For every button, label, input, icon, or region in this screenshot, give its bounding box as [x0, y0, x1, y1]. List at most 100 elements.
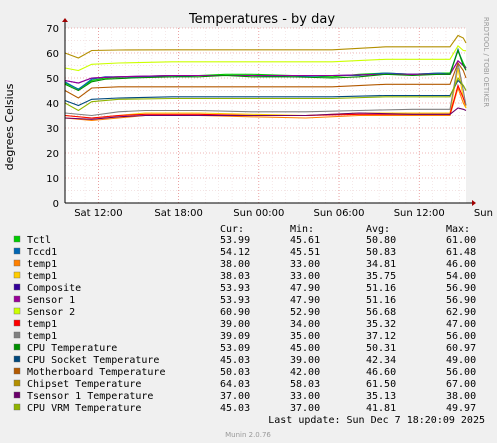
legend-value: 46.60	[366, 367, 396, 378]
legend-header: Cur:	[220, 224, 244, 235]
legend-value: 64.03	[220, 379, 250, 390]
series-line-3	[64, 86, 467, 122]
legend-value: 58.03	[290, 379, 320, 390]
legend-series-name: Tccd1	[27, 247, 57, 258]
legend-series-name: Tsensor 1 Temperature	[27, 391, 153, 402]
legend-value: 34.81	[366, 259, 396, 270]
legend-swatch	[13, 331, 21, 339]
y-tick-label: 0	[53, 199, 59, 210]
legend-value: 45.03	[220, 403, 250, 414]
legend-header: Min:	[290, 224, 314, 235]
legend-value: 37.12	[366, 331, 396, 342]
legend-value: 39.00	[290, 355, 320, 366]
legend-swatch	[13, 343, 21, 351]
x-tick-label: Sun 06:00	[314, 208, 365, 219]
legend-value: 49.00	[446, 355, 476, 366]
legend-value: 53.99	[220, 235, 250, 246]
legend-value: 56.00	[446, 367, 476, 378]
legend-value: 50.80	[366, 235, 396, 246]
legend-swatch	[13, 367, 21, 375]
legend-swatch	[13, 355, 21, 363]
legend-value: 56.90	[446, 283, 476, 294]
y-tick-label: 40	[46, 99, 59, 110]
x-axis-arrow	[472, 200, 476, 206]
legend-value: 45.00	[290, 343, 320, 354]
legend-series-name: temp1	[27, 259, 57, 270]
y-tick-label: 30	[46, 124, 59, 135]
legend-value: 50.83	[366, 247, 396, 258]
legend-swatch	[13, 403, 21, 411]
legend-value: 56.90	[446, 295, 476, 306]
legend-series-name: CPU Temperature	[27, 343, 117, 354]
legend-series-name: Sensor 2	[27, 307, 75, 318]
legend-series-name: temp1	[27, 331, 57, 342]
legend-value: 38.03	[220, 271, 250, 282]
legend-value: 38.00	[220, 259, 250, 270]
legend-value: 50.03	[220, 367, 250, 378]
y-axis-arrow	[62, 18, 68, 22]
rrdtool-credit: RRDTOOL / TOBI OETIKER	[482, 17, 490, 107]
legend-value: 62.90	[446, 307, 476, 318]
legend-value: 67.00	[446, 379, 476, 390]
x-tick-label: Sun 00:00	[233, 208, 284, 219]
legend-value: 47.90	[290, 283, 320, 294]
legend-swatch	[13, 247, 21, 255]
legend-value: 46.00	[446, 259, 476, 270]
series-line-13	[64, 34, 467, 59]
legend-swatch	[13, 259, 21, 267]
legend-value: 45.61	[290, 235, 320, 246]
y-tick-label: 50	[46, 74, 59, 85]
series-line-10	[64, 48, 467, 92]
legend-series-name: Sensor 1	[27, 295, 75, 306]
legend-swatch	[13, 379, 21, 387]
legend-swatch	[13, 307, 21, 315]
legend-value: 53.09	[220, 343, 250, 354]
legend-value: 47.90	[290, 295, 320, 306]
legend-value: 35.75	[366, 271, 396, 282]
series-line-12	[64, 61, 467, 99]
legend-value: 51.16	[366, 283, 396, 294]
legend-series-name: Tctl	[27, 235, 51, 246]
y-tick-label: 20	[46, 149, 59, 160]
x-axis-ticks: Sat 12:00 Sat 18:00 Sun 00:00 Sun 06:00 Sun …	[74, 208, 497, 219]
legend-series-name: temp1	[27, 271, 57, 282]
series-lines	[64, 34, 467, 122]
legend-value: 42.34	[366, 355, 396, 366]
legend-series-name: temp1	[27, 319, 57, 330]
legend-value: 60.90	[220, 307, 250, 318]
chart-title: Temperatures - by day	[188, 12, 335, 27]
legend-value: 56.00	[446, 331, 476, 342]
legend-series-name: CPU Socket Temperature	[27, 355, 159, 366]
series-line-7	[64, 44, 467, 72]
legend-value: 49.97	[446, 403, 476, 414]
legend-series-name: CPU VRM Temperature	[27, 403, 141, 414]
legend-value: 54.12	[220, 247, 250, 258]
legend-swatch	[13, 295, 21, 303]
legend-value: 61.50	[366, 379, 396, 390]
y-axis-ticks: 0 10 20 30 40 50 60 70	[46, 24, 59, 210]
y-tick-label: 70	[46, 24, 59, 35]
legend-value: 37.00	[290, 403, 320, 414]
legend-value: 60.97	[446, 343, 476, 354]
y-tick-label: 60	[46, 49, 59, 60]
legend-swatch	[13, 391, 21, 399]
legend-swatch	[13, 283, 21, 291]
x-tick-label: Sat 12:00	[74, 208, 122, 219]
legend-value: 54.00	[446, 271, 476, 282]
legend-value: 56.68	[366, 307, 396, 318]
legend-value: 33.00	[290, 271, 320, 282]
legend-swatch	[13, 271, 21, 279]
legend-value: 35.00	[290, 331, 320, 342]
legend-header: Max:	[446, 224, 470, 235]
legend-value: 33.00	[290, 391, 320, 402]
legend-series-name: Motherboard Temperature	[27, 367, 165, 378]
legend-series-name: Composite	[27, 283, 81, 294]
axes	[62, 18, 476, 206]
legend-value: 39.00	[220, 319, 250, 330]
series-line-9	[64, 62, 467, 117]
legend-value: 33.00	[290, 259, 320, 270]
legend-value: 53.93	[220, 295, 250, 306]
x-tick-label: Sat 18:00	[154, 208, 202, 219]
legend-value: 45.03	[220, 355, 250, 366]
